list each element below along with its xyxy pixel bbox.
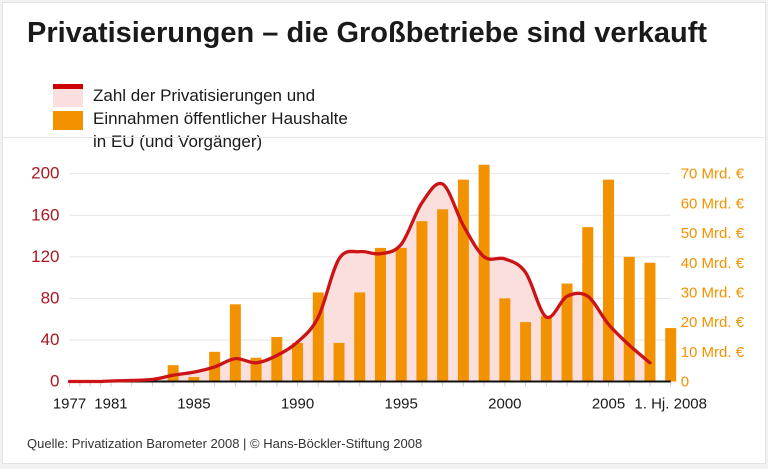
svg-text:40 Mrd. €: 40 Mrd. €	[681, 255, 745, 272]
svg-text:60 Mrd. €: 60 Mrd. €	[681, 195, 745, 212]
svg-text:70 Mrd. €: 70 Mrd. €	[681, 166, 745, 183]
svg-text:160: 160	[31, 205, 59, 224]
svg-text:0: 0	[681, 374, 689, 391]
svg-text:1985: 1985	[177, 396, 210, 413]
svg-text:1990: 1990	[281, 396, 314, 413]
svg-text:30 Mrd. €: 30 Mrd. €	[681, 284, 745, 301]
svg-text:50 Mrd. €: 50 Mrd. €	[681, 225, 745, 242]
svg-text:200: 200	[31, 164, 59, 183]
svg-text:0: 0	[50, 372, 59, 391]
svg-text:1981: 1981	[94, 396, 127, 413]
svg-text:2000: 2000	[488, 396, 521, 413]
svg-text:40: 40	[41, 330, 60, 349]
svg-text:1. Hj. 2008: 1. Hj. 2008	[634, 396, 707, 413]
svg-text:2005: 2005	[592, 396, 625, 413]
svg-text:1977: 1977	[53, 396, 86, 413]
svg-text:10 Mrd. €: 10 Mrd. €	[681, 344, 745, 361]
svg-text:1995: 1995	[385, 396, 418, 413]
svg-text:120: 120	[31, 247, 59, 266]
svg-text:20 Mrd. €: 20 Mrd. €	[681, 314, 745, 331]
svg-text:80: 80	[41, 288, 60, 307]
